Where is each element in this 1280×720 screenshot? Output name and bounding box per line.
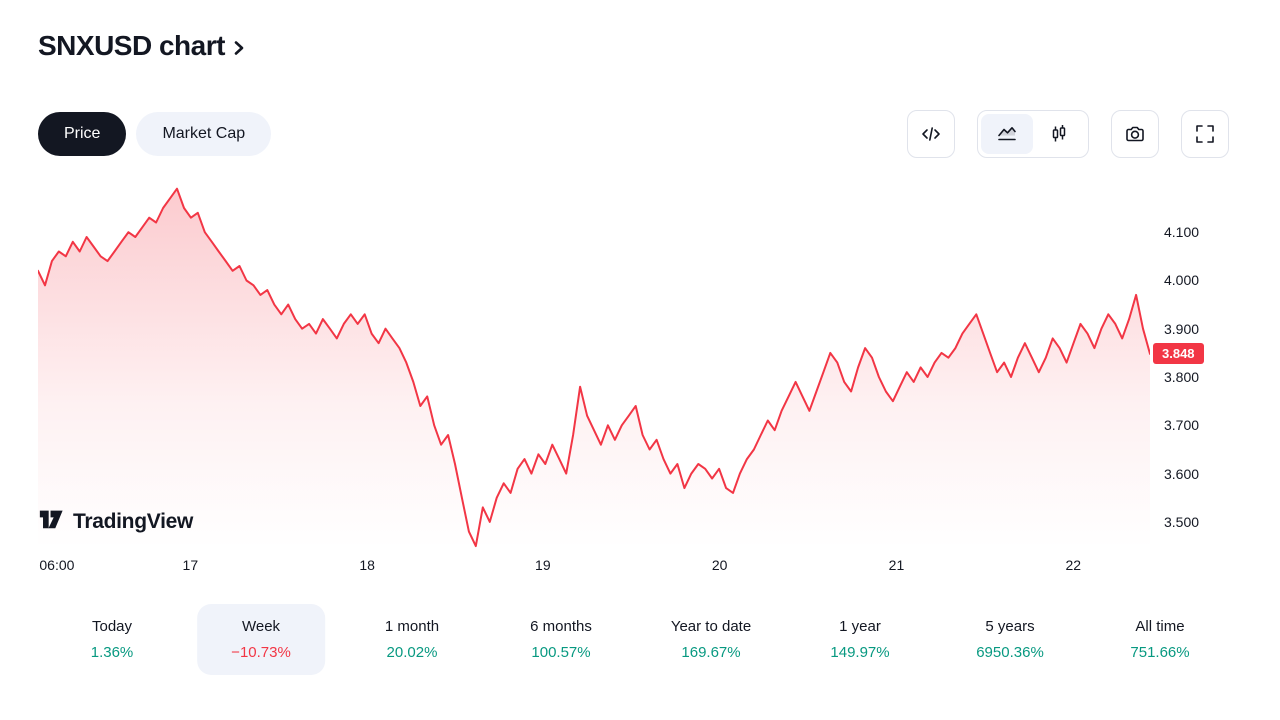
area-chart-icon [996,123,1018,145]
period-label: 1 month [384,618,440,635]
period-change-value: 6950.36% [976,644,1044,661]
period-change-value: 751.66% [1130,644,1190,661]
fullscreen-icon [1193,122,1217,146]
period-change-value: 100.57% [531,644,591,661]
period-item[interactable]: Week −10.73% [197,604,325,675]
time-axis-label: 21 [888,557,905,573]
price-axis-label: 4.000 [1164,272,1200,289]
period-label: 1 year [839,618,881,635]
period-item[interactable]: All time 751.66% [1096,604,1223,675]
time-axis-label: 22 [1065,557,1082,573]
time-axis: 06:00 17 18 19 20 21 22 [38,557,1150,577]
current-price-badge: 3.848 [1153,343,1204,365]
price-axis-label: 3.900 [1164,320,1200,337]
time-axis-label: 17 [182,557,199,573]
price-axis-label: 3.600 [1164,465,1200,482]
period-item[interactable]: 5 years 6950.36% [942,604,1078,675]
period-selector: Today 1.36% Week −10.73% 1 month 20.02% … [0,604,1280,694]
period-item[interactable]: Today 1.36% [57,604,168,675]
period-change-value: 20.02% [386,644,438,661]
price-tab[interactable]: Price [38,112,127,156]
period-label: All time [1135,618,1185,635]
embed-code-button[interactable] [907,110,955,158]
period-change-value: 169.67% [681,644,741,661]
price-area-chart[interactable] [38,180,1150,548]
price-line [38,187,1150,548]
fullscreen-button[interactable] [1181,110,1229,158]
price-marketcap-toggle: Price Market Cap [38,112,272,156]
code-icon [919,122,943,146]
page-title: SNXUSD chart [38,30,225,61]
page-header: SNXUSD chart [38,30,247,62]
period-change-value: −10.73% [231,644,291,661]
period-label: 5 years [985,618,1035,635]
period-item[interactable]: 6 months 100.57% [496,604,626,675]
area-chart-type-button[interactable] [981,114,1033,154]
period-change-value: 149.97% [830,644,890,661]
time-axis-label: 20 [711,557,728,573]
period-change-value: 1.36% [90,644,134,661]
time-axis-label: 19 [535,557,551,573]
time-axis-label: 06:00 [39,557,75,573]
period-label: Week [241,618,281,635]
candlestick-icon [1048,123,1070,145]
chevron-right-icon[interactable] [231,37,247,59]
period-item[interactable]: 1 year 149.97% [796,604,923,675]
camera-icon [1123,122,1147,146]
period-label: 6 months [530,618,592,635]
snapshot-button[interactable] [1111,110,1159,158]
tradingview-wordmark: TradingView [73,509,194,533]
price-axis-label: 3.800 [1164,369,1200,386]
candlestick-chart-type-button[interactable] [1033,114,1085,154]
price-axis: 3.848 4.100 4.000 3.900 3.800 3.700 3.600 3.50… [1153,180,1228,548]
period-item[interactable]: 1 month 20.02% [351,604,473,675]
tradingview-attribution[interactable]: TradingView [38,506,193,537]
chart-type-switcher [977,110,1089,158]
price-area-fill [38,188,1150,548]
market-cap-tab[interactable]: Market Cap [136,112,272,156]
price-axis-label: 3.500 [1164,513,1200,530]
period-item[interactable]: Year to date 169.67% [637,604,785,675]
price-axis-label: 3.700 [1164,417,1200,434]
period-label: Year to date [670,618,752,635]
price-axis-label: 4.100 [1164,224,1200,241]
chart-toolbar [907,110,1229,158]
tradingview-logo-icon [38,506,64,537]
time-axis-label: 18 [359,557,375,573]
period-label: Today [91,618,133,635]
